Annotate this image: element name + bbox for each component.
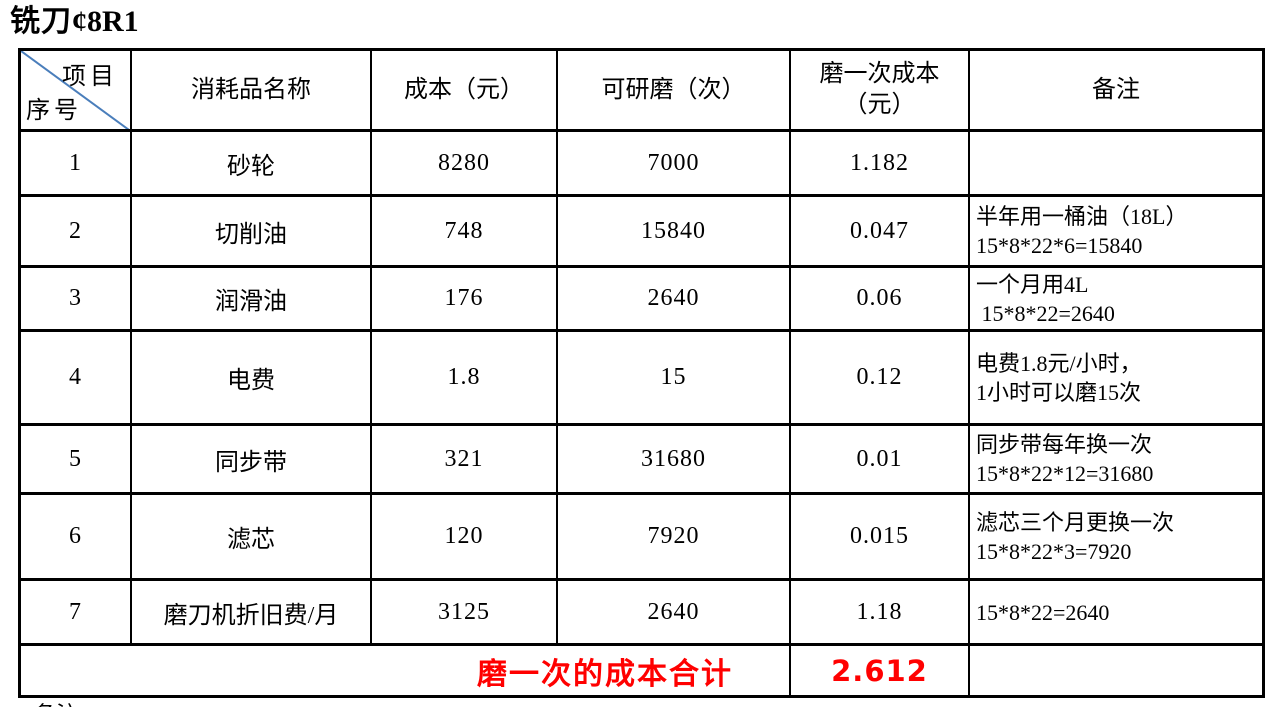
cost-cell: 120 — [372, 495, 558, 581]
cost-per-grind-cell: 1.182 — [791, 132, 970, 197]
corner-label-serial: 序号 — [26, 98, 82, 124]
cost-table: 项目 序号 消耗品名称 成本（元） 可研磨（次） 磨一次成本 （元） 备注 1 … — [18, 48, 1265, 698]
grind-count-cell: 15 — [558, 332, 791, 426]
remark-cell: 电费1.8元/小时， 1小时可以磨15次 — [970, 332, 1262, 426]
remark-cell: 滤芯三个月更换一次 15*8*22*3=7920 — [970, 495, 1262, 581]
cost-per-grind-cell: 0.01 — [791, 426, 970, 495]
consumable-name-cell: 滤芯 — [132, 495, 372, 581]
cost-per-grind-cell: 1.18 — [791, 581, 970, 646]
cost-cell: 3125 — [372, 581, 558, 646]
consumable-name-cell: 同步带 — [132, 426, 372, 495]
cost-per-grind-cell: 0.12 — [791, 332, 970, 426]
row-number-cell: 6 — [21, 495, 132, 581]
row-number-cell: 4 — [21, 332, 132, 426]
remark-cell: 半年用一桶油（18L） 15*8*22*6=15840 — [970, 197, 1262, 268]
col-header-cost-per-grind: 磨一次成本 （元） — [791, 51, 970, 132]
cost-cell: 176 — [372, 268, 558, 332]
col-header-remark: 备注 — [970, 51, 1262, 132]
cost-cell: 748 — [372, 197, 558, 268]
row-number-cell: 1 — [21, 132, 132, 197]
grind-count-cell: 15840 — [558, 197, 791, 268]
col-header-consumable-name: 消耗品名称 — [132, 51, 372, 132]
bottom-note-clipped: 备注 — [34, 701, 78, 707]
diagonal-line — [21, 51, 130, 129]
page-title-code: ¢8R1 — [72, 5, 139, 38]
grind-count-cell: 31680 — [558, 426, 791, 495]
total-remark-cell — [970, 646, 1262, 695]
col-header-cost: 成本（元） — [372, 51, 558, 132]
consumable-name-cell: 砂轮 — [132, 132, 372, 197]
total-label-cell: 磨一次的成本合计 — [21, 646, 791, 695]
row-number-cell: 2 — [21, 197, 132, 268]
cost-per-grind-cell: 0.06 — [791, 268, 970, 332]
cost-cell: 1.8 — [372, 332, 558, 426]
consumable-name-cell: 电费 — [132, 332, 372, 426]
row-number-cell: 7 — [21, 581, 132, 646]
cost-per-grind-cell: 0.047 — [791, 197, 970, 268]
grind-count-cell: 2640 — [558, 268, 791, 332]
row-number-cell: 3 — [21, 268, 132, 332]
page-title-chinese: 铣刀 — [10, 4, 72, 39]
cost-per-grind-cell: 0.015 — [791, 495, 970, 581]
cost-cell: 321 — [372, 426, 558, 495]
cost-cell: 8280 — [372, 132, 558, 197]
remark-cell: 一个月用4L 15*8*22=2640 — [970, 268, 1262, 332]
total-value-cell: 2.612 — [791, 646, 970, 695]
remark-cell: 15*8*22=2640 — [970, 581, 1262, 646]
consumable-name-cell: 切削油 — [132, 197, 372, 268]
grind-count-cell: 7920 — [558, 495, 791, 581]
page-title: 铣刀¢8R1 — [10, 1, 139, 43]
grind-count-cell: 7000 — [558, 132, 791, 197]
remark-cell — [970, 132, 1262, 197]
remark-cell: 同步带每年换一次 15*8*22*12=31680 — [970, 426, 1262, 495]
consumable-name-cell: 磨刀机折旧费/月 — [132, 581, 372, 646]
consumable-name-cell: 润滑油 — [132, 268, 372, 332]
row-number-cell: 5 — [21, 426, 132, 495]
grind-count-cell: 2640 — [558, 581, 791, 646]
corner-header-cell: 项目 序号 — [21, 51, 132, 132]
corner-label-item: 项目 — [62, 64, 118, 90]
col-header-grind-count: 可研磨（次） — [558, 51, 791, 132]
